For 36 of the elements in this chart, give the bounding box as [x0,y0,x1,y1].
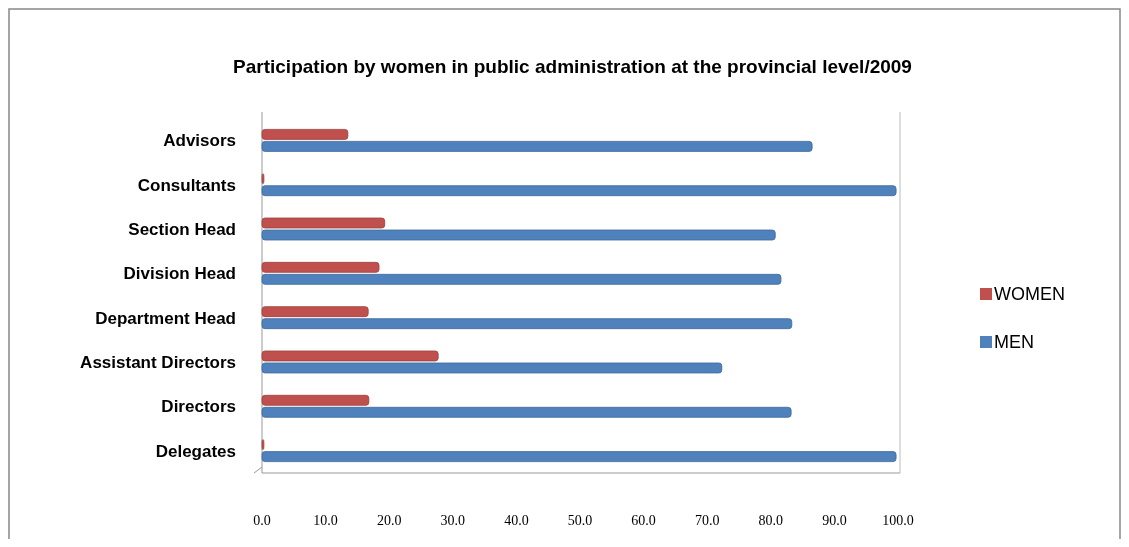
bar [261,185,897,197]
chart-title: Participation by women in public administration at the provincial level/2009 [233,56,912,77]
x-tick-label: 90.0 [822,513,847,528]
y-tick-label: Division Head [123,264,236,284]
bar [261,306,369,318]
bar [261,451,897,463]
bar [261,318,793,330]
legend-label: WOMEN [994,284,1065,304]
y-tick-label: Consultants [137,175,236,195]
bar [261,229,776,241]
x-tick-label: 30.0 [440,513,466,528]
x-tick-label: 40.0 [504,513,529,528]
bar [261,350,439,362]
x-tick-label: 10.0 [313,513,338,528]
y-tick-label: Directors [161,397,236,417]
bar [261,140,813,152]
y-tick-label: Delegates [155,441,236,461]
x-tick-label: 80.0 [758,513,784,528]
bar [261,261,380,273]
y-tick-label: Advisors [163,131,236,151]
y-tick-label: Assistant Directors [80,352,236,372]
x-tick-label: 60.0 [631,513,656,528]
x-tick-label: 70.0 [694,513,720,528]
x-tick-label: 20.0 [376,513,402,528]
x-tick-label: 0.0 [253,513,271,528]
bar [261,362,723,374]
y-tick-label: Section Head [128,220,236,240]
legend-label: MEN [994,332,1034,352]
bar [261,128,349,140]
bar [261,406,792,418]
x-tick-label: 100.0 [882,513,914,528]
y-tick-label: Department Head [95,308,236,328]
x-tick-label: 50.0 [567,513,593,528]
bar [261,217,386,229]
bar [261,394,370,406]
bar [261,273,782,285]
